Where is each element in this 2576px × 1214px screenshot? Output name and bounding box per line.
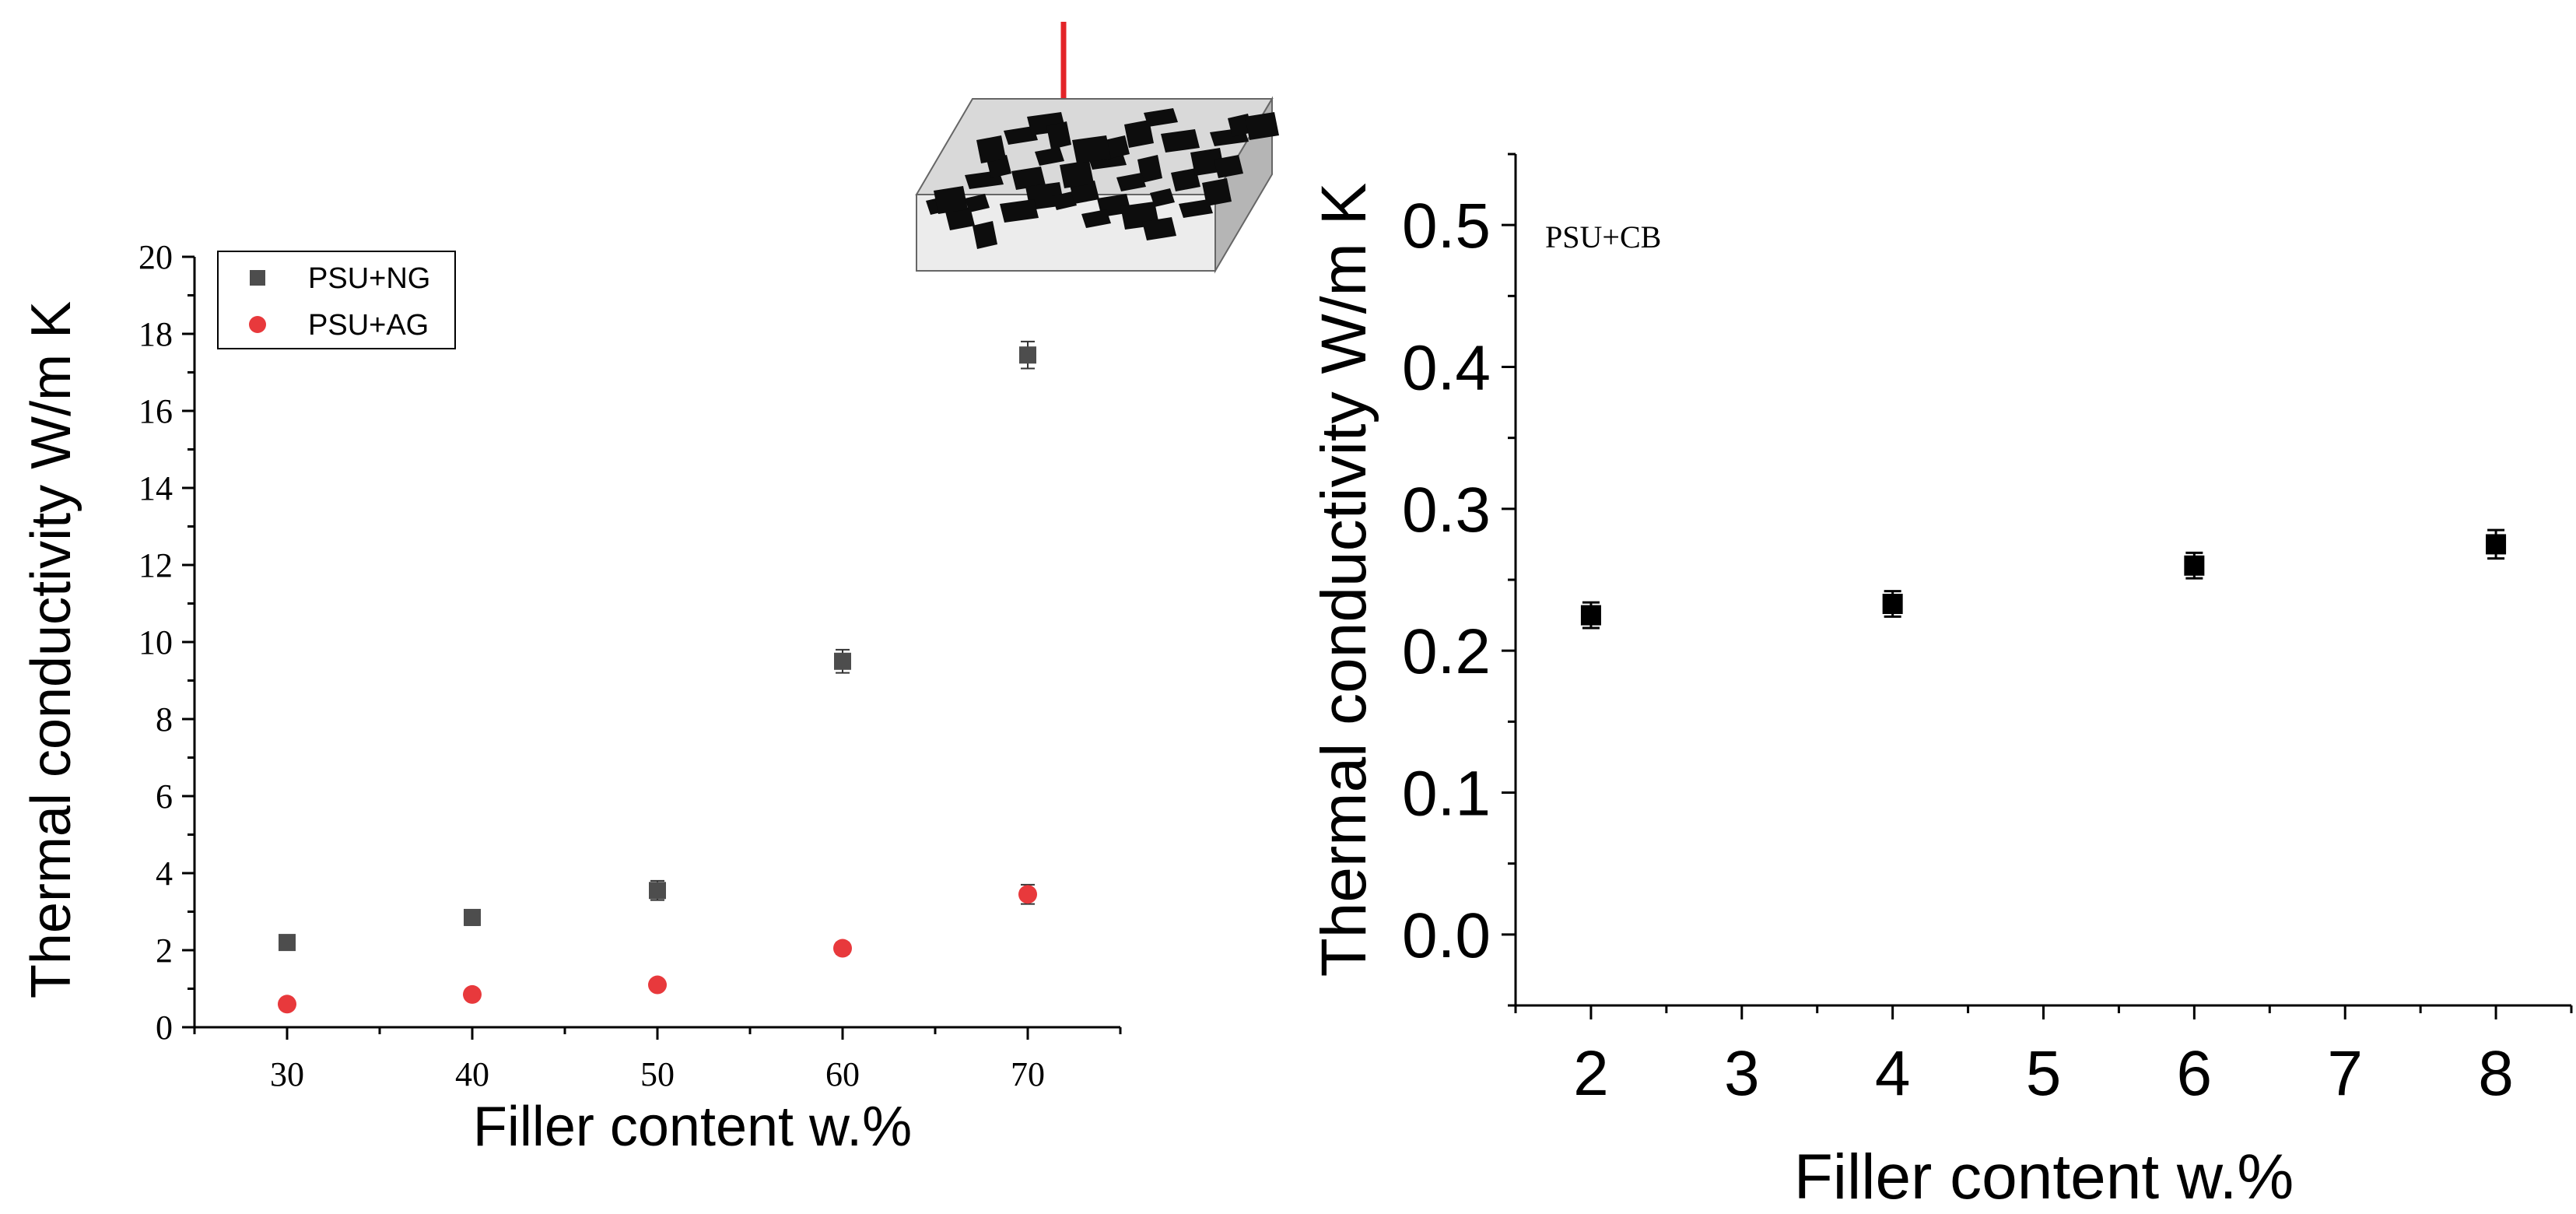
right-x-axis-label: Filler content w.% <box>1794 1142 2294 1212</box>
filler-particle <box>1150 188 1175 207</box>
left-y-axis-label: Thermal conductivity W/m K <box>20 301 82 998</box>
right-y-tick-label: 0.3 <box>1402 475 1491 546</box>
filler-particle <box>1124 120 1154 148</box>
right-x-tick-label: 7 <box>2327 1038 2363 1109</box>
right-x-tick-label: 5 <box>2026 1038 2062 1109</box>
data-point-psu-cb <box>2486 534 2507 555</box>
data-point-psu-ag <box>278 995 296 1014</box>
filler-particle <box>965 194 990 212</box>
data-point-psu-ng <box>279 934 296 952</box>
filler-particle <box>1052 191 1077 210</box>
filler-particle <box>1072 135 1111 163</box>
right-x-tick-label: 3 <box>1724 1038 1760 1109</box>
left-chart: 30 40 50 60 70 0 2 4 6 8 10 12 14 16 18 20 Filler conte… <box>20 22 1279 1158</box>
filler-particle <box>1144 108 1178 127</box>
left-axes <box>193 257 1120 1029</box>
legend: PSU+NG PSU+AG <box>217 251 456 349</box>
left-y-tick-label: 10 <box>138 623 173 661</box>
filler-particle <box>1171 168 1200 191</box>
filler-particle <box>1081 209 1111 228</box>
filler-particle <box>1011 167 1046 190</box>
inset-illustration <box>915 22 1279 274</box>
right-ticks: 2 3 4 5 6 7 8 0.0 0.1 0.2 0.3 0.4 0.5 <box>1402 153 2573 1109</box>
right-data-points <box>1580 528 2507 630</box>
filler-particle <box>1179 199 1213 218</box>
right-y-tick-label: 0.1 <box>1402 759 1491 830</box>
data-point-psu-ng <box>649 882 666 900</box>
left-y-tick-label: 16 <box>138 392 173 430</box>
filler-particle <box>1137 155 1162 183</box>
right-chart: 2 3 4 5 6 7 8 0.0 0.1 0.2 0.3 0.4 0.5 PSU+CB Filler … <box>1309 153 2573 1212</box>
left-ticks: 30 40 50 60 70 0 2 4 6 8 10 12 14 16 18 20 <box>138 238 1122 1093</box>
filler-particle <box>1046 121 1071 149</box>
filler-particle <box>1116 173 1146 191</box>
filler-particle <box>1105 135 1130 159</box>
data-point-psu-ag <box>648 975 667 995</box>
left-y-tick-label: 4 <box>156 854 173 893</box>
left-y-tick-label: 20 <box>138 238 173 276</box>
filler-particle <box>1000 199 1039 223</box>
filler-particle <box>976 135 1006 163</box>
legend-square-marker <box>250 270 265 286</box>
right-x-tick-label: 8 <box>2478 1038 2514 1109</box>
filler-particle <box>1060 160 1094 188</box>
left-x-axis-label: Filler content w.% <box>473 1096 912 1158</box>
filler-particle <box>945 207 975 230</box>
right-x-tick-label: 4 <box>1875 1038 1911 1109</box>
left-x-tick-label: 50 <box>640 1055 675 1093</box>
legend-label-psu-ag: PSU+AG <box>308 309 429 342</box>
right-y-axis-label: Thermal conductivity W/m K <box>1309 183 1379 977</box>
filler-particle <box>1202 178 1232 206</box>
left-x-tick-label: 60 <box>825 1055 860 1093</box>
filler-particle <box>1070 181 1099 204</box>
psu-cb-annotation: PSU+CB <box>1545 219 1661 254</box>
data-point-psu-ng <box>834 652 851 670</box>
left-x-tick-label: 70 <box>1011 1055 1045 1093</box>
right-y-tick-label: 0.5 <box>1402 191 1491 261</box>
left-y-tick-label: 8 <box>156 700 173 739</box>
left-y-tick-label: 2 <box>156 932 173 970</box>
left-x-tick-label: 30 <box>270 1055 304 1093</box>
filler-particle <box>1214 155 1243 178</box>
data-point-psu-ag <box>463 984 482 1004</box>
filler-particle <box>973 221 997 249</box>
left-x-tick-label: 40 <box>455 1055 489 1093</box>
data-point-psu-cb <box>1580 605 1601 626</box>
data-point-psu-cb <box>1882 593 1903 614</box>
filler-particle <box>1161 129 1200 153</box>
right-y-tick-label: 0.0 <box>1402 900 1491 971</box>
data-point-psu-ng <box>1019 346 1036 364</box>
left-y-tick-label: 12 <box>138 546 173 584</box>
filler-particle <box>1142 217 1176 240</box>
filler-particle <box>1004 126 1038 145</box>
right-x-tick-label: 2 <box>1573 1038 1609 1109</box>
left-data-points <box>278 340 1037 1014</box>
data-point-psu-cb <box>2184 555 2205 576</box>
data-point-psu-ag <box>833 939 852 958</box>
filler-particle <box>1245 112 1279 140</box>
right-y-tick-label: 0.2 <box>1402 616 1491 687</box>
data-point-psu-ag <box>1018 885 1037 904</box>
legend-circle-marker <box>249 316 266 333</box>
left-y-tick-label: 6 <box>156 777 173 816</box>
filler-particles <box>926 108 1279 249</box>
left-y-tick-label: 0 <box>156 1009 173 1047</box>
legend-label-psu-ng: PSU+NG <box>308 262 430 295</box>
left-y-tick-label: 14 <box>138 469 173 507</box>
filler-particle <box>934 186 968 214</box>
right-y-tick-label: 0.4 <box>1402 333 1491 404</box>
left-y-tick-label: 18 <box>138 315 173 353</box>
right-x-tick-label: 6 <box>2177 1038 2213 1109</box>
right-axes <box>1514 154 2571 1007</box>
filler-particle <box>1035 147 1064 166</box>
data-point-psu-ng <box>464 908 481 926</box>
